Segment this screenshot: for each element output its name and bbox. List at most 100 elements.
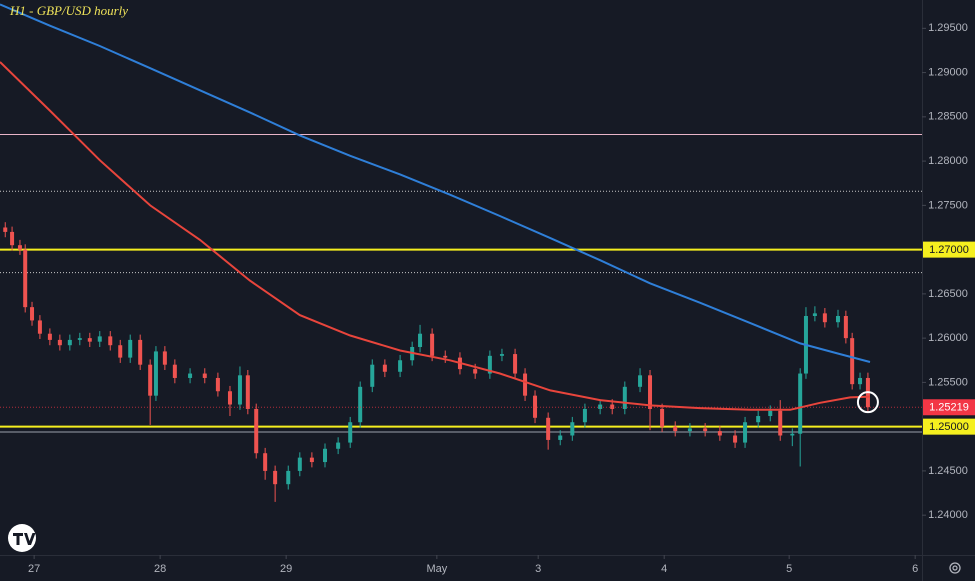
settings-icon[interactable] (949, 562, 961, 574)
candle-body (703, 428, 708, 432)
candle-body (743, 422, 748, 443)
candle-body (418, 333, 423, 347)
candle-body (273, 470, 278, 485)
candle-body (473, 369, 478, 374)
candle-body (790, 433, 795, 436)
candle-body (570, 422, 575, 436)
x-tick-label: May (426, 563, 447, 575)
y-tick-label: 1.24000 (928, 509, 968, 521)
candle-body (798, 373, 803, 434)
candle-body (487, 355, 492, 374)
candle-body (858, 377, 863, 385)
x-tick-label: 28 (154, 563, 166, 575)
candle-body (97, 336, 102, 342)
candle-body (533, 395, 538, 418)
last-price-label: 1.25219 (929, 402, 969, 414)
y-tick-label: 1.26000 (928, 332, 968, 344)
candle-body (336, 442, 341, 449)
candle-body (297, 457, 302, 471)
candle-body (323, 448, 328, 463)
candle-body (835, 316, 840, 323)
candle-body (660, 408, 665, 427)
candle-body (687, 428, 692, 432)
y-tick-label: 1.29500 (928, 22, 968, 34)
price-level-label: 1.27000 (929, 244, 969, 256)
candle-body (622, 386, 627, 409)
candle-body (582, 408, 587, 423)
candle-body (348, 422, 353, 443)
price-level-badge (923, 418, 975, 435)
candle-body (398, 360, 403, 372)
moving-average (0, 61, 871, 411)
candle-body (162, 351, 167, 365)
candle-body (756, 416, 761, 423)
candle-body (118, 345, 123, 358)
candle-body (172, 364, 177, 378)
candle-body (850, 338, 855, 385)
plot-area (0, 3, 922, 502)
x-tick-label: 5 (786, 563, 792, 575)
x-tick-label: 29 (280, 563, 292, 575)
x-tick-label: 6 (912, 563, 918, 575)
candle-body (638, 375, 643, 387)
y-tick-label: 1.28000 (928, 155, 968, 167)
candle-body (812, 313, 817, 317)
candle-body (558, 435, 563, 440)
x-tick-label: 3 (535, 563, 541, 575)
candle-body (648, 375, 653, 409)
x-tick-label: 27 (28, 563, 40, 575)
candle-body (382, 364, 387, 372)
candle-body (188, 373, 193, 378)
candle-body (263, 453, 268, 471)
candle-body (513, 354, 518, 374)
candle-body (286, 470, 291, 485)
candle-body (309, 457, 314, 463)
y-tick-label: 1.28500 (928, 111, 968, 123)
candle-body (23, 249, 28, 308)
y-tick-label: 1.29000 (928, 66, 968, 78)
candle-body (717, 431, 722, 436)
chart-title: H1 - GBP/USD hourly (9, 3, 128, 18)
candle-body (768, 410, 773, 417)
y-tick-label: 1.24500 (928, 465, 968, 477)
candle-body (673, 426, 678, 432)
highlight-circle (856, 391, 879, 414)
candle-body (499, 354, 504, 356)
price-level-label: 1.25000 (929, 421, 969, 433)
candle-body (128, 339, 133, 358)
candle-body (254, 408, 259, 454)
candle-body (108, 336, 113, 346)
candle-body (430, 333, 435, 356)
candle-body (17, 245, 22, 250)
candle-body (153, 351, 158, 396)
y-tick-label: 1.27500 (928, 199, 968, 211)
last-price-badge (923, 399, 975, 416)
moving-average (0, 3, 871, 363)
candle-body (215, 377, 220, 392)
candle-body (598, 404, 603, 409)
candle-body (733, 435, 738, 443)
y-tick-label: 1.26500 (928, 288, 968, 300)
candle-body (67, 339, 72, 346)
candle-body (138, 339, 143, 365)
candle-body (843, 316, 848, 339)
candle-body (546, 417, 551, 440)
candle-body (245, 375, 250, 409)
candle-body (77, 338, 82, 340)
y-tick-label: 1.25500 (928, 376, 968, 388)
candle-body (37, 320, 42, 334)
candle-body (358, 386, 363, 423)
candle-body (57, 339, 62, 346)
candle-body (443, 355, 448, 358)
candle-body (3, 227, 8, 232)
candle-body (47, 333, 52, 340)
tradingview-logo[interactable] (8, 524, 36, 552)
candle-body (610, 404, 615, 409)
candle-body (30, 307, 35, 321)
candle-body (237, 375, 242, 405)
candle-body (778, 410, 783, 436)
candle-body (10, 231, 15, 246)
